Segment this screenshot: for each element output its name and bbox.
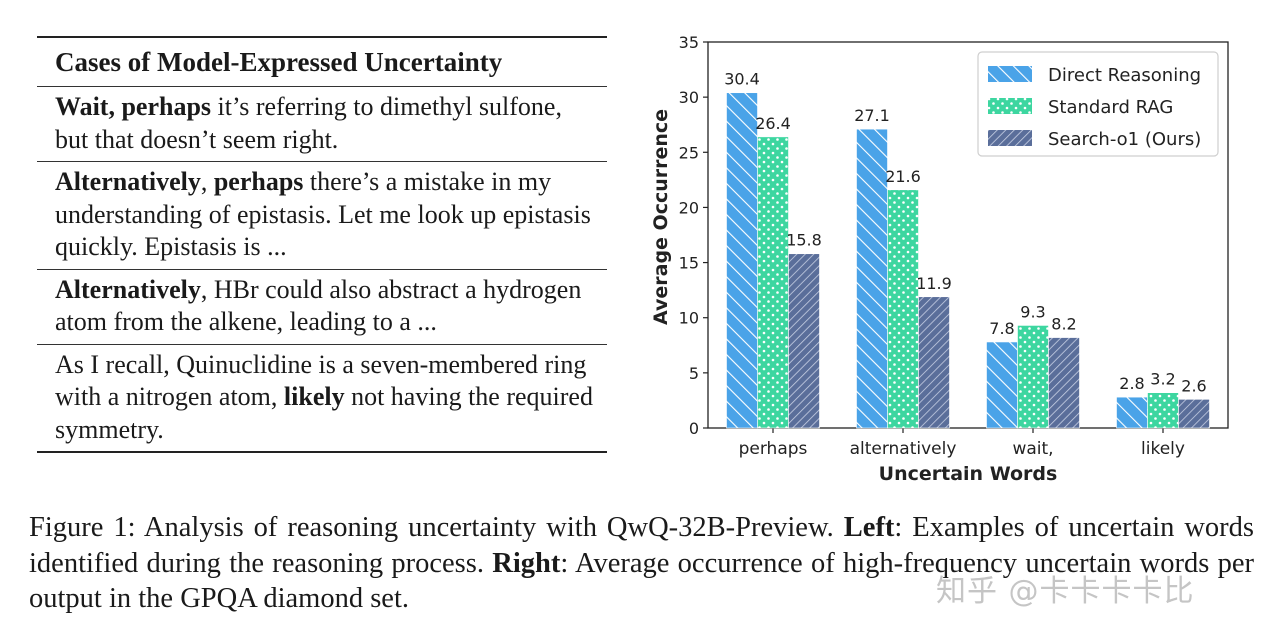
bold-text: Right — [492, 547, 561, 579]
y-tick-label: 20 — [679, 198, 699, 217]
x-tick-label: wait, — [1012, 439, 1053, 459]
legend-swatch — [988, 66, 1032, 82]
cases-table: Cases of Model-Expressed Uncertainty Wai… — [37, 36, 607, 453]
bar-value-label: 7.8 — [989, 319, 1014, 338]
bold-text: Alternatively — [55, 167, 201, 196]
x-tick-label: alternatively — [850, 439, 957, 459]
x-tick-label: likely — [1141, 439, 1185, 459]
y-tick-label: 25 — [679, 143, 699, 162]
bar — [1147, 392, 1179, 429]
bar-value-label: 30.4 — [724, 70, 760, 89]
table-row: Alternatively, perhaps there’s a mistake… — [37, 162, 607, 269]
table-row-rule — [37, 343, 607, 345]
bar-value-label: 11.9 — [916, 274, 952, 293]
bold-text: likely — [283, 382, 345, 411]
text-segment: not having the required symmetry. — [55, 382, 593, 444]
legend-swatch — [988, 130, 1032, 146]
text-segment: As I recall, Quinuclidine is a seven-mem… — [55, 349, 587, 412]
legend-label: Direct Reasoning — [1048, 65, 1201, 86]
table-row-rule — [37, 161, 607, 162]
plot-frame — [707, 41, 1229, 429]
x-tick-label: perhaps — [739, 439, 808, 459]
legend-box — [977, 51, 1219, 157]
figure-caption: Figure 1: Analysis of reasoning uncertai… — [29, 510, 1254, 617]
legend-label: Search-o1 (Ours) — [1048, 129, 1201, 150]
bar-value-label: 2.6 — [1181, 376, 1206, 395]
table-bottom-rule — [37, 451, 607, 453]
bold-text: perhaps — [213, 167, 304, 196]
table-top-rule — [37, 36, 607, 38]
bar — [1178, 399, 1210, 429]
bold-text: Left — [843, 512, 895, 543]
bar — [726, 92, 758, 429]
plot-area: 0 5 10 15 20 25 30 35 perhaps 30.4 26.4 15.8 alterna… — [679, 33, 1229, 459]
bold-text: Alternatively — [55, 274, 201, 304]
table-row: Wait, perhaps it’s referring to dimethyl… — [37, 87, 607, 161]
text-segment: there’s a mistake in my understanding of… — [55, 167, 591, 261]
y-tick-label: 10 — [679, 309, 699, 328]
bar — [918, 296, 950, 429]
table-header: Cases of Model-Expressed Uncertainty — [55, 47, 503, 77]
bar-value-label: 3.2 — [1150, 370, 1175, 389]
text-segment: : Average occurrence of high-frequency u… — [29, 547, 1254, 615]
x-axis-label: Uncertain Words — [879, 463, 1058, 485]
bar — [887, 189, 919, 429]
bar-value-label: 27.1 — [854, 106, 890, 125]
y-tick-label: 30 — [679, 88, 699, 107]
bar-value-label: 2.8 — [1119, 374, 1144, 393]
bar — [1048, 337, 1080, 429]
uncertainty-bar-chart: 0 5 10 15 20 25 30 35 perhaps 30.4 26.4 15.8 alterna… — [650, 33, 1229, 485]
y-tick-label: 5 — [689, 364, 699, 383]
bar — [757, 136, 789, 429]
bar — [788, 253, 820, 429]
bar — [856, 128, 888, 429]
bar-value-label: 21.6 — [885, 167, 921, 186]
text-segment: Figure 1: Analysis of reasoning uncertai… — [29, 512, 844, 543]
text-segment: it’s referring to dimethyl sulfone, but … — [55, 92, 562, 154]
y-axis-label: Average Occurrence — [650, 109, 672, 325]
table-row: Alternatively, HBr could also abstract a… — [37, 270, 607, 344]
y-tick-label: 35 — [679, 33, 699, 52]
legend-swatch — [988, 98, 1032, 114]
bar — [1116, 396, 1148, 429]
text-segment: , HBr could also abstract a hydrogen ato… — [55, 274, 582, 337]
table-row: As I recall, Quinuclidine is a seven-mem… — [37, 345, 607, 452]
bar-value-label: 8.2 — [1051, 315, 1076, 334]
bar-value-label: 9.3 — [1020, 302, 1045, 321]
table-header-rule — [37, 86, 607, 87]
bar-value-label: 26.4 — [755, 114, 791, 133]
y-tick-label: 15 — [679, 254, 699, 273]
legend-label: Standard RAG — [1048, 97, 1173, 118]
text-segment: , — [200, 167, 214, 196]
bar — [1017, 325, 1049, 429]
watermark: 知乎 @卡卡卡卡比 — [936, 574, 1195, 609]
bar-value-label: 15.8 — [786, 231, 822, 250]
y-tick-label: 0 — [689, 419, 699, 438]
table-row-rule — [37, 268, 607, 270]
text-segment: : Examples of uncertain words identified… — [29, 512, 1255, 579]
bold-text: Wait, perhaps — [55, 92, 212, 121]
bar — [986, 341, 1018, 429]
